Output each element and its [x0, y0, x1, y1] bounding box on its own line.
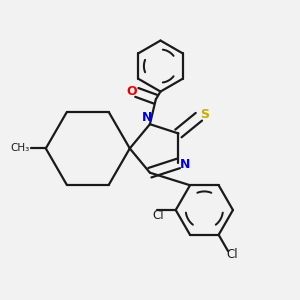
- Text: O: O: [126, 85, 136, 98]
- Text: Cl: Cl: [226, 248, 238, 261]
- Text: N: N: [180, 158, 190, 172]
- Text: Cl: Cl: [152, 209, 164, 222]
- Text: S: S: [200, 108, 209, 121]
- Text: CH₃: CH₃: [10, 143, 29, 153]
- Text: N: N: [142, 111, 153, 124]
